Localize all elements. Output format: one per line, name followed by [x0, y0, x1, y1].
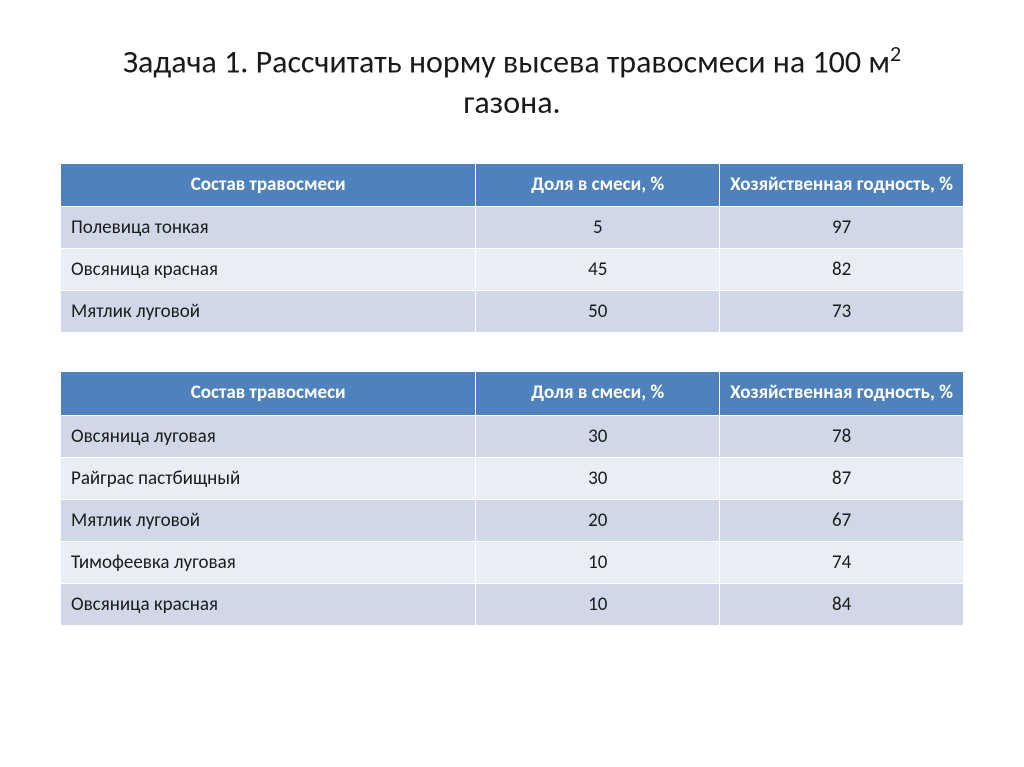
cell-name: Овсяница луговая	[61, 416, 476, 458]
table-row: Райграс пастбищный 30 87	[61, 458, 964, 500]
cell-quality: 78	[720, 416, 964, 458]
col-header-share: Доля в смеси, %	[476, 372, 720, 416]
cell-share: 30	[476, 416, 720, 458]
cell-share: 5	[476, 207, 720, 249]
table-row: Мятлик луговой 50 73	[61, 291, 964, 333]
cell-share: 20	[476, 500, 720, 542]
cell-share: 10	[476, 542, 720, 584]
cell-share: 50	[476, 291, 720, 333]
cell-quality: 73	[720, 291, 964, 333]
title-sup: 2	[890, 40, 901, 67]
col-header-quality: Хозяйственная годность, %	[720, 163, 964, 207]
cell-share: 45	[476, 249, 720, 291]
cell-name: Райграс пастбищный	[61, 458, 476, 500]
cell-quality: 84	[720, 584, 964, 626]
table-row: Полевица тонкая 5 97	[61, 207, 964, 249]
cell-name: Овсяница красная	[61, 249, 476, 291]
col-header-composition: Состав травосмеси	[61, 163, 476, 207]
cell-name: Мятлик луговой	[61, 291, 476, 333]
table-row: Овсяница красная 10 84	[61, 584, 964, 626]
col-header-share: Доля в смеси, %	[476, 163, 720, 207]
cell-share: 30	[476, 458, 720, 500]
table-row: Овсяница луговая 30 78	[61, 416, 964, 458]
cell-name: Мятлик луговой	[61, 500, 476, 542]
title-suffix: газона.	[463, 83, 560, 122]
table-row: Овсяница красная 45 82	[61, 249, 964, 291]
cell-quality: 67	[720, 500, 964, 542]
cell-name: Тимофеевка луговая	[61, 542, 476, 584]
cell-quality: 97	[720, 207, 964, 249]
table-row: Мятлик луговой 20 67	[61, 500, 964, 542]
mixture-table-2: Состав травосмеси Доля в смеси, % Хозяйс…	[60, 371, 964, 626]
page-title: Задача 1. Рассчитать норму высева травос…	[60, 40, 964, 123]
cell-quality: 82	[720, 249, 964, 291]
cell-quality: 87	[720, 458, 964, 500]
cell-share: 10	[476, 584, 720, 626]
cell-name: Полевица тонкая	[61, 207, 476, 249]
cell-quality: 74	[720, 542, 964, 584]
col-header-quality: Хозяйственная годность, %	[720, 372, 964, 416]
title-prefix: Задача 1. Рассчитать норму высева травос…	[123, 43, 890, 82]
cell-name: Овсяница красная	[61, 584, 476, 626]
mixture-table-1: Состав травосмеси Доля в смеси, % Хозяйс…	[60, 163, 964, 334]
table-row: Тимофеевка луговая 10 74	[61, 542, 964, 584]
col-header-composition: Состав травосмеси	[61, 372, 476, 416]
